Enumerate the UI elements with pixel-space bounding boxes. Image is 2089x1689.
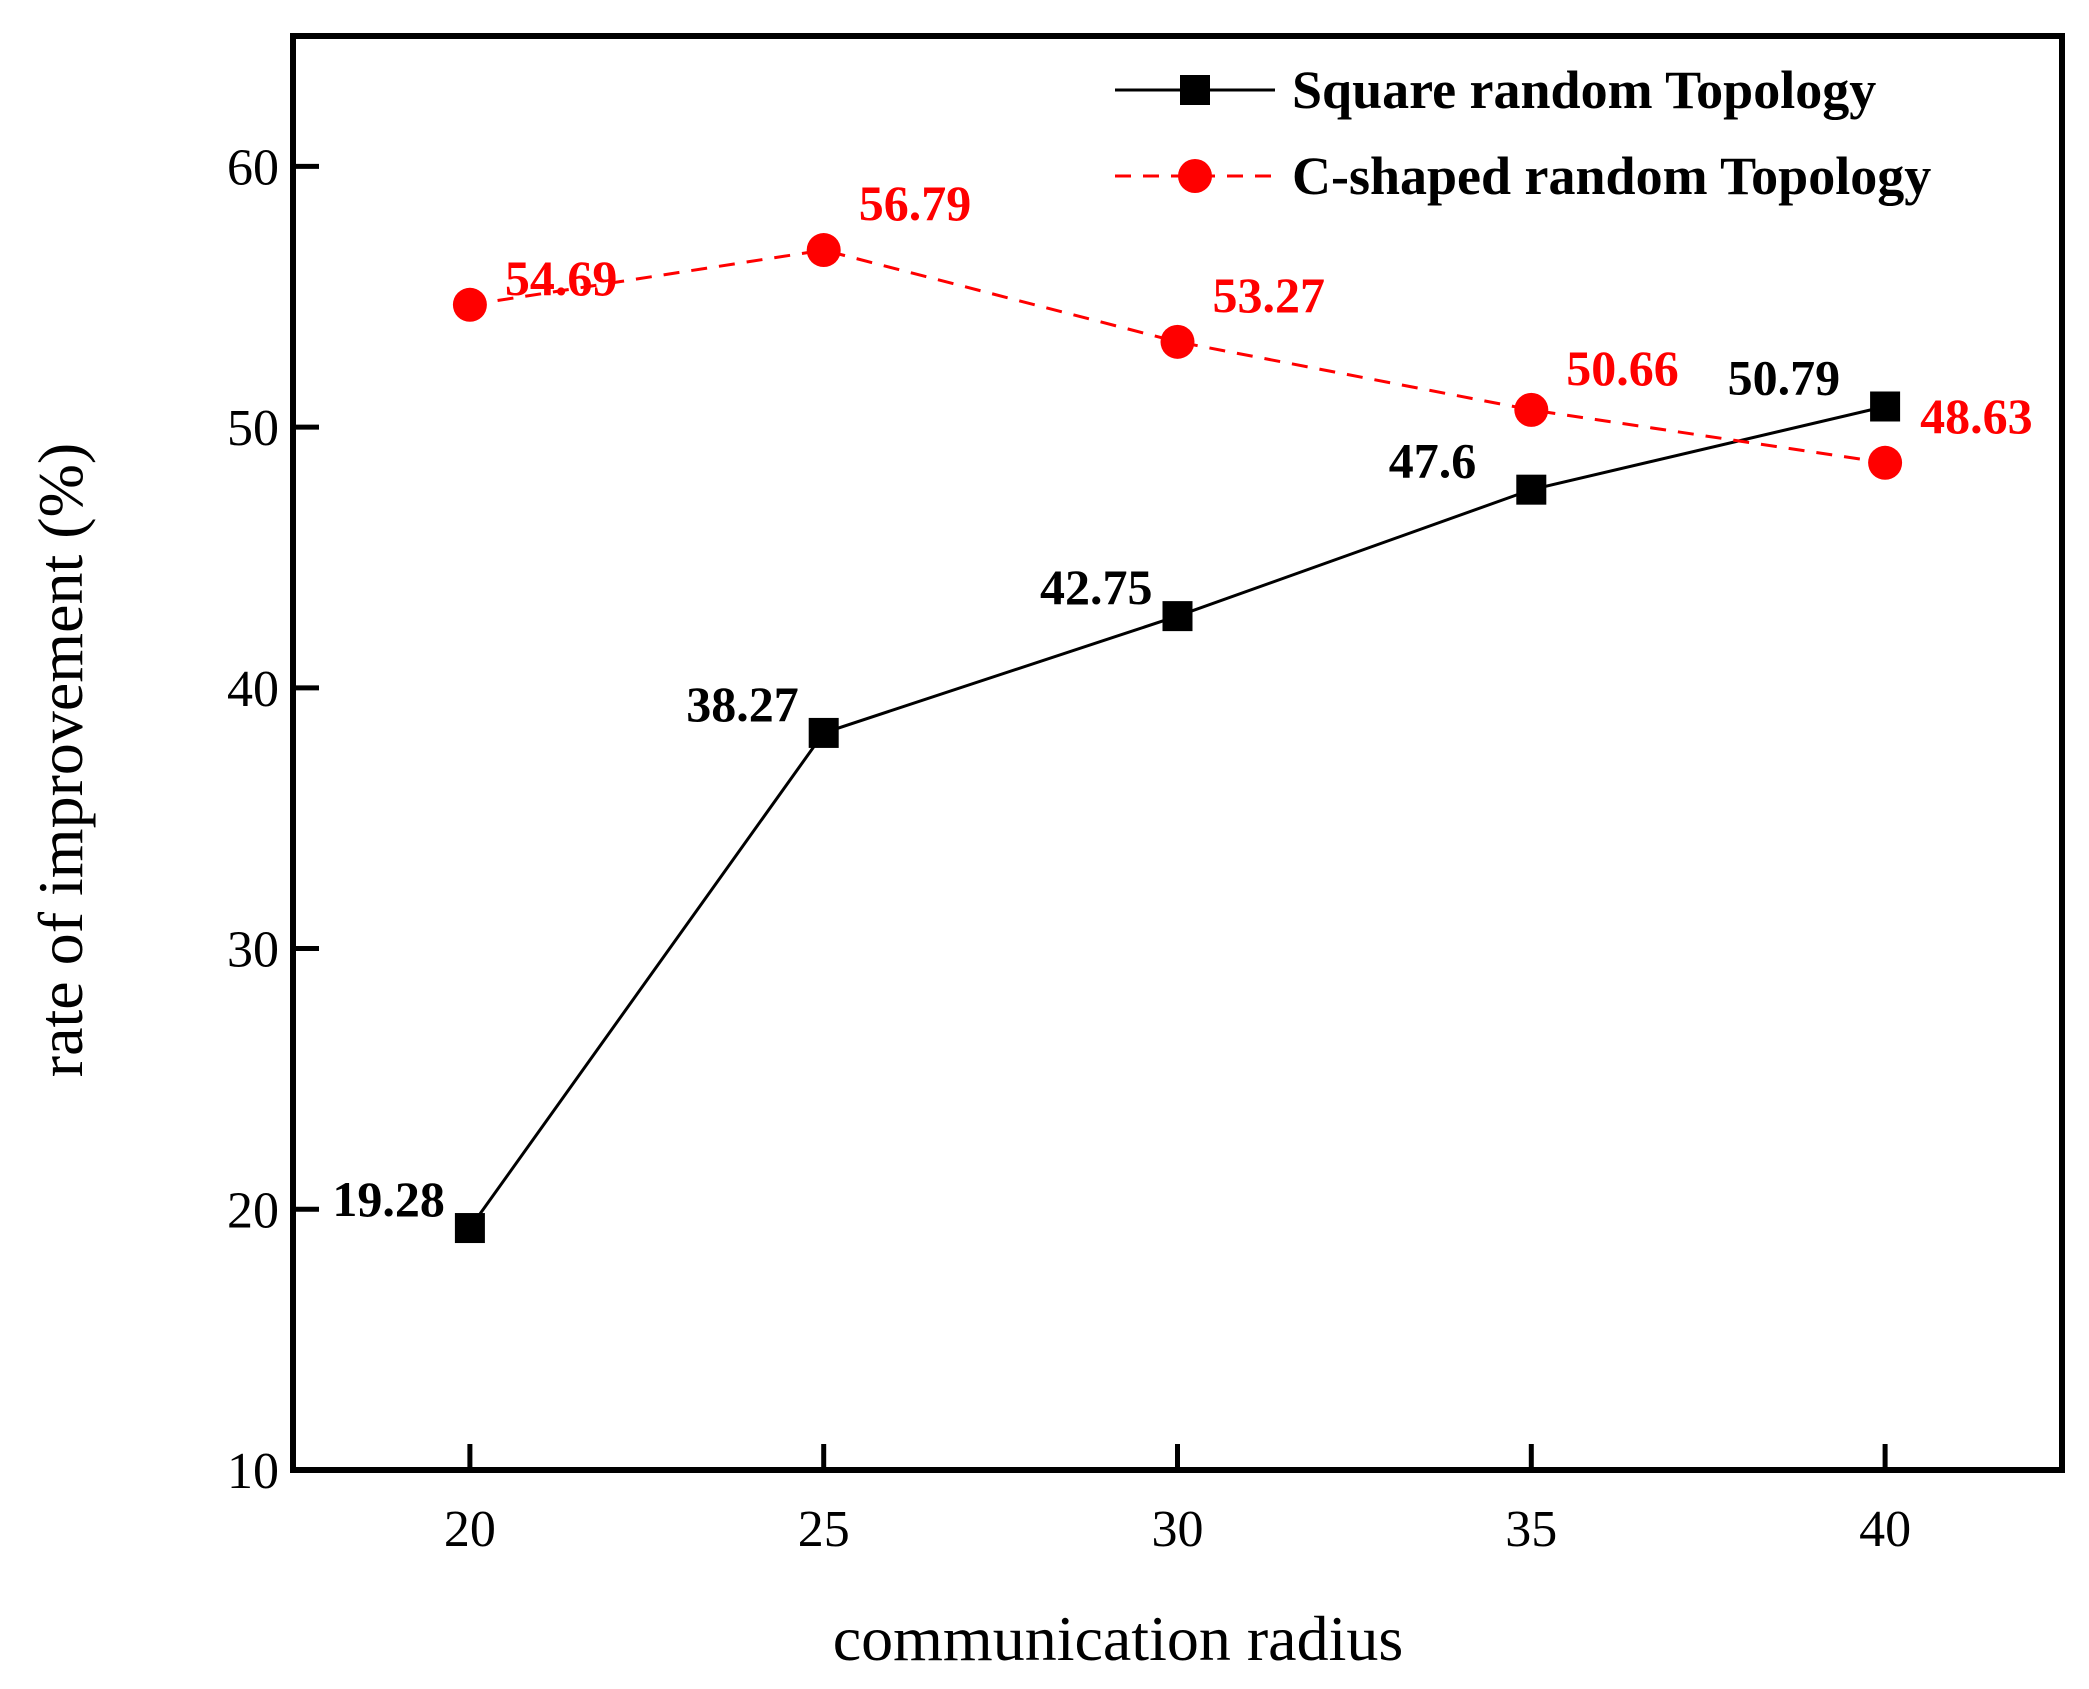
x-axis: 20 25 30 35 40 xyxy=(444,1444,1911,1558)
data-point-square xyxy=(1516,474,1547,505)
legend-marker-square xyxy=(1180,75,1210,105)
x-tick-label: 30 xyxy=(1152,1501,1204,1558)
data-point-circle xyxy=(1514,392,1549,427)
x-tick-label: 40 xyxy=(1859,1501,1911,1558)
series-layer xyxy=(452,233,1903,1244)
data-point-square xyxy=(1870,391,1901,422)
data-point-square xyxy=(808,717,839,748)
data-label: 56.79 xyxy=(859,175,972,231)
data-labels: 19.28 38.27 42.75 47.6 50.79 54.69 56.79 53.27 5… xyxy=(332,175,2032,1227)
x-axis-title: communication radius xyxy=(833,1603,1404,1674)
data-point-circle xyxy=(1160,324,1195,359)
legend-label: Square random Topology xyxy=(1292,60,1876,120)
y-tick-label: 60 xyxy=(227,139,279,196)
y-tick-label: 10 xyxy=(227,1443,279,1500)
data-label: 50.66 xyxy=(1566,340,1679,396)
series-line-0 xyxy=(468,405,1886,1229)
data-label: 50.79 xyxy=(1728,349,1841,405)
legend-label: C-shaped random Topology xyxy=(1292,146,1931,206)
data-label: 54.69 xyxy=(505,250,618,306)
x-tick-label: 25 xyxy=(798,1501,850,1558)
data-point-circle xyxy=(1868,445,1903,480)
data-point-square xyxy=(1162,601,1193,632)
data-label: 53.27 xyxy=(1213,267,1326,323)
data-point-square xyxy=(454,1213,485,1244)
data-label: 47.6 xyxy=(1389,433,1477,489)
legend: Square random Topology C-shaped random To… xyxy=(1115,60,1931,206)
y-tick-label: 20 xyxy=(227,1182,279,1239)
y-axis-title: rate of improvement (%) xyxy=(25,443,96,1077)
y-axis: 10 20 30 40 50 60 xyxy=(227,139,319,1500)
x-tick-label: 20 xyxy=(444,1501,496,1558)
data-label: 19.28 xyxy=(332,1171,445,1227)
data-point-circle xyxy=(452,287,487,322)
data-label: 42.75 xyxy=(1040,559,1153,615)
data-label: 38.27 xyxy=(686,676,799,732)
data-point-circle xyxy=(806,233,841,268)
y-tick-label: 40 xyxy=(227,661,279,718)
x-tick-label: 35 xyxy=(1505,1501,1557,1558)
data-label: 48.63 xyxy=(1920,388,2033,444)
legend-marker-circle xyxy=(1178,159,1212,193)
y-tick-label: 50 xyxy=(227,400,279,457)
y-tick-label: 30 xyxy=(227,922,279,979)
series-line-1 xyxy=(469,248,1886,465)
